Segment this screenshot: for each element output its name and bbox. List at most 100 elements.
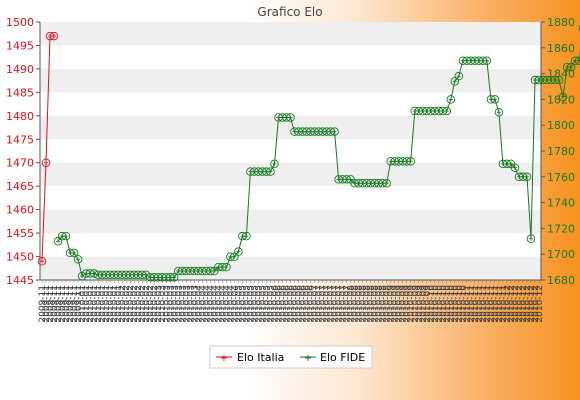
x-tick-label: 2010-02 bbox=[142, 285, 152, 323]
left-tick-label: 1485 bbox=[6, 86, 34, 99]
x-tick-label: 2009-11 bbox=[66, 285, 76, 323]
x-tick-label: 2010-10 bbox=[439, 285, 449, 323]
x-tick-label: 2010-09 bbox=[399, 285, 409, 323]
x-tick-label: 2010-07 bbox=[335, 285, 345, 323]
x-tick-label: 2010-12 bbox=[519, 285, 529, 323]
x-tick-label: 2010-07 bbox=[319, 285, 329, 323]
x-tick-label: 2010-01 bbox=[86, 285, 96, 323]
x-tick-label: 2010-09 bbox=[395, 285, 405, 323]
x-tick-label: 2009-11 bbox=[42, 285, 52, 323]
left-axis-ticks: 1445 1450 1455 1460 1465 1470 1475 1480 1485 1490… bbox=[6, 16, 40, 287]
plot-area bbox=[40, 22, 541, 280]
elo-fide-point bbox=[526, 234, 536, 243]
x-tick-label: 2010-11 bbox=[467, 285, 477, 323]
x-tick-label: 2010-01 bbox=[106, 285, 116, 323]
x-tick-label: 2010-10 bbox=[443, 285, 453, 323]
x-tick-label: 2010-09 bbox=[387, 285, 397, 323]
x-tick-label: 2010-01 bbox=[98, 285, 108, 323]
x-tick-label: 2010-12 bbox=[527, 285, 537, 323]
x-tick-label: 2010-12 bbox=[503, 285, 513, 323]
x-tick-label: 2010-10 bbox=[451, 285, 461, 323]
x-tick-label: 2010-06 bbox=[274, 285, 284, 323]
x-tick-label: 2010-05 bbox=[258, 285, 268, 323]
x-tick-label: 2010-08 bbox=[355, 285, 365, 323]
x-tick-label: 2010-01 bbox=[102, 285, 112, 323]
x-tick-label: 2010-08 bbox=[363, 285, 373, 323]
x-tick-label: 2009-11 bbox=[58, 285, 68, 323]
x-tick-label: 2010-07 bbox=[315, 285, 325, 323]
x-tick-label: 2009-11 bbox=[70, 285, 80, 323]
right-tick-label: 1880 bbox=[547, 16, 575, 29]
grid-bands bbox=[40, 22, 541, 280]
right-tick-label: 1800 bbox=[547, 119, 575, 132]
elo-fide-point bbox=[222, 262, 231, 272]
chart-title: Grafico Elo bbox=[257, 5, 322, 19]
x-tick-label: 2010-06 bbox=[295, 285, 305, 323]
x-tick-label: 2010-11 bbox=[499, 285, 509, 323]
series-elo-fide bbox=[53, 25, 580, 282]
x-tick-label: 2010-06 bbox=[282, 285, 292, 323]
x-tick-label: 2010-03 bbox=[170, 285, 180, 323]
x-tick-label: 2010-06 bbox=[287, 285, 297, 323]
legend-italia-marker: + bbox=[220, 353, 228, 364]
elo-fide-point bbox=[73, 255, 83, 264]
x-tick-label: 2010-04 bbox=[206, 285, 216, 323]
grid-band bbox=[40, 162, 541, 187]
right-tick-label: 1760 bbox=[547, 171, 575, 184]
x-tick-label: 2010-05 bbox=[250, 285, 260, 323]
elo-fide-point bbox=[382, 178, 391, 188]
x-tick-label: 2010-06 bbox=[303, 285, 313, 323]
elo-fide-point bbox=[510, 163, 520, 173]
x-tick-label: 2010-11 bbox=[463, 285, 473, 323]
left-tick-label: 1500 bbox=[6, 16, 34, 29]
left-tick-label: 1460 bbox=[6, 204, 34, 217]
x-tick-label: 2010-06 bbox=[270, 285, 280, 323]
x-tick-label: 2010-08 bbox=[371, 285, 381, 323]
x-tick-label: 2010-01 bbox=[114, 285, 124, 323]
x-tick-label: 2010-11 bbox=[491, 285, 501, 323]
legend-box bbox=[209, 345, 373, 369]
x-tick-label: 2010-10 bbox=[431, 285, 441, 323]
right-tick-label: 1780 bbox=[547, 145, 575, 158]
left-tick-label: 1465 bbox=[6, 180, 34, 193]
grid-band bbox=[40, 115, 541, 140]
elo-fide-point bbox=[442, 106, 452, 116]
x-tick-label: 2010-02 bbox=[130, 285, 140, 323]
grid-band bbox=[40, 209, 541, 234]
x-tick-label: 2010-03 bbox=[166, 285, 176, 323]
elo-italia-point bbox=[41, 158, 51, 167]
left-tick-label: 1445 bbox=[6, 274, 34, 287]
x-tick-label: 2010-08 bbox=[383, 285, 393, 323]
x-tick-label: 2010-10 bbox=[455, 285, 465, 323]
legend-fide-label: Elo FIDE bbox=[320, 351, 365, 364]
x-tick-label: 2010-10 bbox=[459, 285, 469, 323]
x-tick-label: 2010-06 bbox=[307, 285, 317, 323]
left-tick-label: 1475 bbox=[6, 133, 34, 146]
elo-fide-point bbox=[69, 248, 79, 258]
x-tick-label: 2010-07 bbox=[331, 285, 341, 323]
x-tick-label: 2010-02 bbox=[118, 285, 128, 323]
x-tick-label: 2010-08 bbox=[375, 285, 385, 323]
x-tick-label: 2010-02 bbox=[122, 285, 132, 323]
x-tick-label: 2010-10 bbox=[435, 285, 445, 323]
x-tick-label: 2010-03 bbox=[158, 285, 168, 323]
x-tick-label: 2010-08 bbox=[359, 285, 369, 323]
elo-fide-point bbox=[558, 92, 568, 102]
x-tick-label: 2010-05 bbox=[254, 285, 264, 323]
x-tick-label: 2010-12 bbox=[511, 285, 521, 323]
x-tick-label: 2010-08 bbox=[351, 285, 361, 323]
x-tick-label: 2010-07 bbox=[343, 285, 353, 323]
x-tick-label: 2010-07 bbox=[323, 285, 333, 323]
x-tick-label: 2009-11 bbox=[46, 285, 56, 323]
x-tick-label: 2010-12 bbox=[535, 285, 545, 323]
elo-fide-point bbox=[482, 56, 492, 65]
x-tick-label: 2010-06 bbox=[299, 285, 309, 323]
elo-fide-point bbox=[554, 75, 564, 85]
x-tick-label: 2009-11 bbox=[38, 285, 48, 323]
x-tick-label: 2010-10 bbox=[447, 285, 457, 323]
x-tick-label: 2010-08 bbox=[367, 285, 377, 323]
x-tick-label: 2010-05 bbox=[238, 285, 248, 323]
x-tick-label: 2010-09 bbox=[403, 285, 413, 323]
x-tick-label: 2010-07 bbox=[311, 285, 321, 323]
